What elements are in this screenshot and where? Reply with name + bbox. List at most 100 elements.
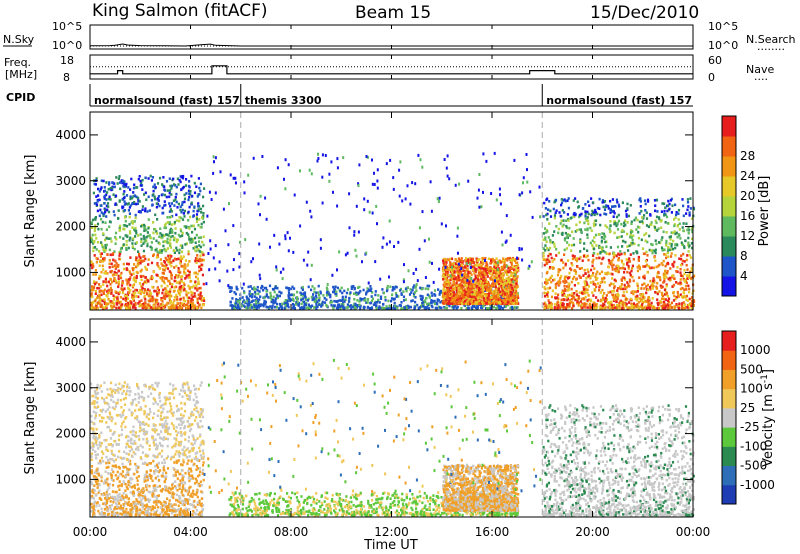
- heatmap-cell: [125, 240, 128, 243]
- heatmap-cell: [165, 288, 168, 292]
- heatmap-cell: [359, 307, 362, 310]
- heatmap-cell: [623, 276, 626, 280]
- heatmap-cell: [313, 306, 316, 309]
- heatmap-cell: [549, 209, 552, 213]
- heatmap-cell: [140, 288, 143, 292]
- heatmap-cell: [295, 300, 298, 304]
- heatmap-cell: [553, 278, 556, 281]
- heatmap-cell: [603, 237, 606, 240]
- heatmap-cell: [113, 270, 116, 274]
- heatmap-cell: [377, 298, 380, 302]
- heatmap-cell: [183, 267, 186, 271]
- heatmap-cell: [667, 277, 670, 281]
- heatmap-cell: [468, 295, 471, 298]
- heatmap-cell: [166, 221, 169, 224]
- heatmap-cell: [563, 292, 566, 296]
- heatmap-cell: [269, 305, 272, 308]
- heatmap-cell: [564, 262, 567, 266]
- heatmap-cell: [155, 256, 159, 259]
- heatmap-cell: [98, 294, 101, 298]
- heatmap-cell: [92, 286, 96, 290]
- heatmap-cell: [124, 185, 127, 188]
- heatmap-cell: [638, 264, 641, 268]
- heatmap-cell: [628, 306, 631, 310]
- heatmap-cell: [197, 240, 201, 243]
- heatmap-cell: [196, 195, 199, 198]
- heatmap-cell: [160, 284, 163, 288]
- heatmap-cell: [389, 285, 392, 289]
- heatmap-cell: [584, 228, 587, 231]
- heatmap-cell: [92, 300, 95, 304]
- heatmap-cell: [509, 306, 512, 310]
- heatmap-cell: [468, 292, 471, 295]
- heatmap-cell: [480, 266, 483, 270]
- heatmap-cell: [661, 306, 664, 310]
- heatmap-cell: [641, 221, 644, 225]
- heatmap-cell: [601, 246, 604, 249]
- heatmap-cell: [169, 235, 172, 239]
- heatmap-cell: [576, 301, 579, 305]
- heatmap-cell: [179, 298, 182, 301]
- cpid-segments: normalsound (fast) 157 themis 3300 normals…: [89, 84, 692, 107]
- heatmap-cell: [155, 239, 158, 243]
- heatmap-cell: [649, 287, 652, 291]
- heatmap-cell: [100, 211, 103, 214]
- heatmap-cell: [159, 227, 162, 230]
- heatmap-cell: [496, 306, 499, 309]
- heatmap-cell: [94, 282, 97, 286]
- heatmap-cell: [464, 291, 467, 294]
- heatmap-cell: [668, 242, 671, 245]
- heatmap-cell: [675, 281, 678, 284]
- heatmap-cell: [186, 306, 190, 310]
- heatmap-cell: [428, 294, 431, 298]
- heatmap-cell: [111, 181, 115, 185]
- heatmap-cell: [555, 209, 558, 212]
- heatmap-cell: [109, 270, 112, 274]
- heatmap-cell: [275, 306, 278, 309]
- heatmap-cell: [148, 234, 151, 237]
- heatmap-cell: [351, 305, 354, 309]
- heatmap-cell: [400, 293, 403, 296]
- heatmap-cell: [456, 279, 459, 283]
- heatmap-cell: [620, 285, 623, 289]
- heatmap-cell: [502, 278, 505, 282]
- heatmap-cell: [440, 306, 443, 310]
- heatmap-cell: [183, 200, 186, 204]
- heatmap-cell: [131, 267, 134, 270]
- heatmap-cell: [146, 292, 149, 295]
- heatmap-cell: [90, 292, 93, 295]
- heatmap-cell: [476, 294, 479, 297]
- heatmap-cell: [683, 268, 686, 272]
- heatmap-cell: [142, 274, 145, 278]
- heatmap-cell: [498, 274, 501, 278]
- heatmap-cell: [301, 285, 304, 289]
- heatmap-cell: [170, 285, 173, 289]
- heatmap-cell: [622, 306, 625, 310]
- heatmap-cell: [456, 305, 459, 309]
- heatmap-cell: [561, 233, 564, 236]
- heatmap-cell: [428, 284, 431, 288]
- heatmap-cell: [485, 301, 488, 305]
- heatmap-cell: [195, 306, 199, 310]
- heatmap-cell: [149, 291, 152, 295]
- heatmap-cell: [126, 235, 129, 239]
- heatmap-cell: [458, 295, 461, 298]
- heatmap-cell: [156, 293, 159, 296]
- heatmap-cell: [253, 286, 256, 289]
- heatmap-cell: [381, 288, 384, 291]
- heatmap-cell: [165, 294, 168, 298]
- heatmap-cell: [128, 206, 131, 209]
- heatmap-cell: [200, 226, 203, 229]
- heatmap-cell: [199, 259, 202, 263]
- heatmap-cell: [272, 302, 275, 305]
- heatmap-cell: [271, 306, 274, 310]
- power-heatmap: [90, 112, 696, 310]
- heatmap-cell: [442, 294, 445, 297]
- heatmap-cell: [296, 290, 299, 294]
- heatmap-cell: [616, 289, 619, 292]
- heatmap-cell: [682, 291, 685, 294]
- heatmap-cell: [141, 286, 144, 290]
- heatmap-cell: [587, 285, 590, 288]
- heatmap-cell: [505, 295, 508, 298]
- heatmap-cell: [634, 295, 637, 299]
